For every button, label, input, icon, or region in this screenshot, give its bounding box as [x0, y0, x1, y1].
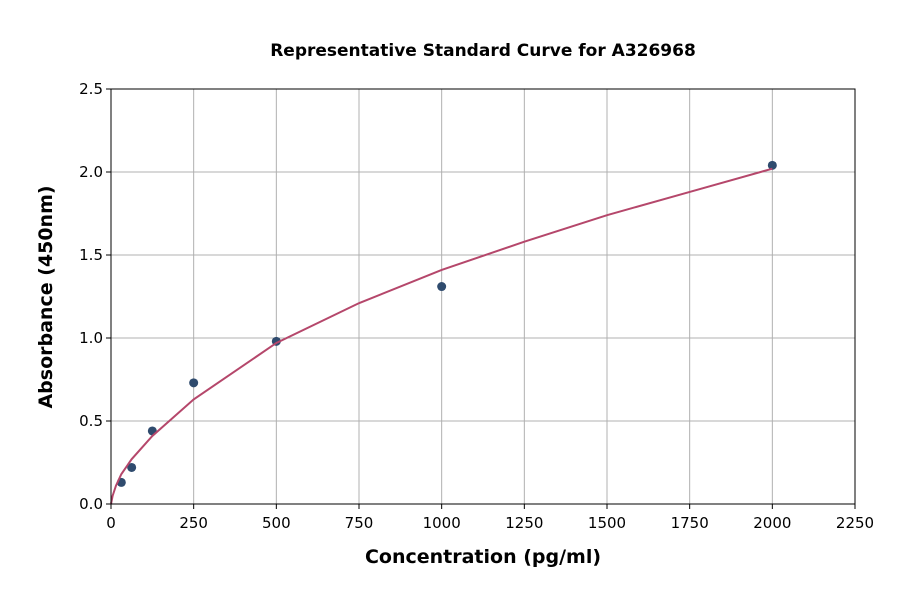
y-tick-label: 0.0	[79, 495, 103, 513]
x-tick-label: 250	[179, 514, 208, 532]
x-tick-label: 750	[345, 514, 374, 532]
data-point	[437, 282, 447, 292]
y-tick-label: 2.5	[79, 80, 103, 98]
x-tick-label: 0	[106, 514, 116, 532]
data-point	[767, 160, 777, 170]
data-point	[189, 378, 199, 388]
x-tick-label: 1000	[423, 514, 461, 532]
x-tick-label: 2250	[836, 514, 874, 532]
x-axis-title: Concentration (pg/ml)	[365, 546, 601, 568]
x-tick-label: 2000	[753, 514, 791, 532]
data-point	[127, 462, 137, 472]
x-tick-label: 1250	[505, 514, 543, 532]
x-tick-label: 1500	[588, 514, 626, 532]
x-tick-label: 1750	[671, 514, 709, 532]
plot-frame	[110, 88, 856, 505]
y-tick-label: 1.5	[79, 246, 103, 264]
chart-title: Representative Standard Curve for A32696…	[270, 41, 696, 61]
x-tick-label: 500	[262, 514, 291, 532]
y-tick-label: 2.0	[79, 163, 103, 181]
fit-curve	[110, 167, 773, 505]
y-tick-label: 1.0	[79, 329, 103, 347]
y-axis-title: Absorbance (450nm)	[35, 185, 57, 408]
y-tick-label: 0.5	[79, 412, 103, 430]
